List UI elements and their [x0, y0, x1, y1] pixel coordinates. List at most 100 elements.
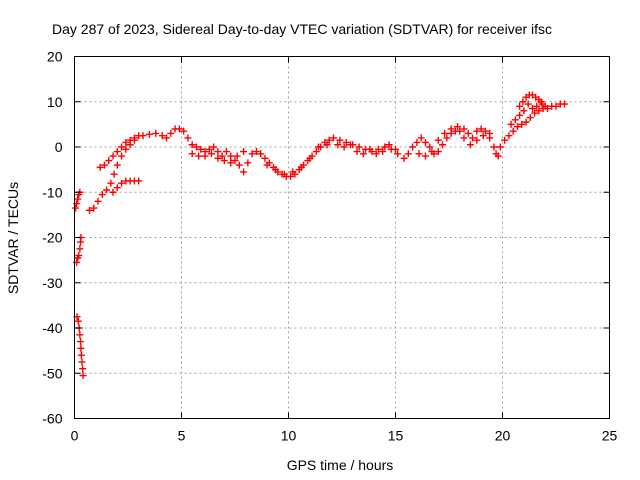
data-point-marker: [334, 141, 342, 149]
data-point-marker: [381, 143, 389, 151]
data-point-marker: [220, 157, 228, 165]
data-point-marker: [103, 186, 111, 194]
data-point-marker: [163, 134, 171, 142]
data-point-marker: [513, 123, 521, 131]
x-tick-label: 10: [281, 428, 297, 444]
x-tick-label: 15: [388, 428, 404, 444]
data-point-marker: [85, 206, 93, 214]
data-point-marker: [192, 143, 200, 151]
data-point-marker: [501, 136, 509, 144]
data-point-marker: [323, 141, 331, 149]
chart-title: Day 287 of 2023, Sidereal Day-to-day VTE…: [52, 21, 552, 37]
data-point-marker: [434, 136, 442, 144]
data-point-marker: [145, 130, 153, 138]
data-point-marker: [214, 148, 222, 156]
data-point-marker: [385, 141, 393, 149]
data-point-marker: [231, 157, 239, 165]
data-point-marker: [188, 141, 196, 149]
data-point-marker: [75, 252, 83, 260]
data-point-marker: [394, 150, 402, 158]
data-point-marker: [535, 107, 543, 115]
y-tick-label: 10: [47, 94, 63, 110]
data-point-marker: [175, 125, 183, 133]
y-tick-label: -20: [42, 230, 62, 246]
data-point-marker: [180, 127, 188, 135]
axis-ticks: 0 5 10 15 20 25 -60 -50 -40 -30 -20 -10 0 10 20: [42, 49, 617, 444]
data-point-marker: [473, 136, 481, 144]
data-point-marker: [404, 150, 412, 158]
data-point-marker: [76, 245, 84, 253]
data-point-marker: [359, 150, 367, 158]
data-point-marker: [72, 204, 80, 212]
data-point-marker: [122, 138, 130, 146]
data-point-marker: [439, 141, 447, 149]
data-point-marker: [240, 168, 248, 176]
data-point-marker: [531, 109, 539, 117]
data-point-marker: [130, 134, 138, 142]
data-point-marker: [355, 143, 363, 151]
data-point-marker: [94, 197, 102, 205]
data-point-marker: [244, 159, 252, 167]
data-point-marker: [409, 143, 417, 151]
data-point-marker: [379, 148, 387, 156]
data-point-marker: [158, 132, 166, 140]
data-point-marker: [413, 138, 421, 146]
data-point-marker: [477, 125, 485, 133]
data-point-marker: [126, 136, 134, 144]
data-point-marker: [421, 152, 429, 160]
data-point-marker: [118, 179, 126, 187]
data-point-marker: [218, 152, 226, 160]
data-point-marker: [139, 132, 147, 140]
x-tick-label: 5: [178, 428, 186, 444]
data-point-marker: [400, 154, 408, 162]
data-point-marker: [519, 98, 527, 106]
data-point-marker: [374, 145, 382, 153]
data-point-marker: [537, 98, 545, 106]
data-point-marker: [240, 148, 248, 156]
y-axis-title: SDTVAR / TECUs: [5, 182, 21, 294]
data-point-marker: [347, 141, 355, 149]
data-point-marker: [79, 365, 87, 373]
grid-lines: [74, 56, 610, 419]
data-point-marker: [227, 159, 235, 167]
data-point-marker: [118, 152, 126, 160]
data-point-marker: [507, 120, 515, 128]
data-point-marker: [520, 107, 528, 115]
data-point-marker: [441, 129, 449, 137]
data-point-marker: [90, 204, 98, 212]
data-point-marker: [516, 111, 524, 119]
data-point-marker: [456, 127, 464, 135]
data-point-marker: [528, 105, 536, 113]
data-point-marker: [522, 118, 530, 126]
data-point-marker: [526, 114, 534, 122]
data-point-marker: [210, 143, 218, 151]
data-point-marker: [227, 152, 235, 160]
data-point-marker: [100, 161, 108, 169]
data-point-marker: [417, 134, 425, 142]
data-point-marker: [109, 188, 117, 196]
y-tick-label: -60: [42, 411, 62, 427]
y-tick-label: -10: [42, 184, 62, 200]
data-point-marker: [197, 145, 205, 153]
data-point-marker: [505, 132, 513, 140]
data-point-marker: [79, 372, 87, 380]
data-point-marker: [336, 136, 344, 144]
data-point-marker: [76, 331, 84, 339]
data-point-marker: [113, 184, 121, 192]
data-point-marker: [113, 148, 121, 156]
data-point-marker: [415, 150, 423, 158]
data-point-marker: [447, 125, 455, 133]
data-point-marker: [492, 150, 500, 158]
data-point-marker: [428, 148, 436, 156]
data-point-marker: [113, 161, 121, 169]
data-point-marker: [469, 134, 477, 142]
x-axis-title: GPS time / hours: [287, 457, 394, 473]
data-point-marker: [466, 141, 474, 149]
data-point-marker: [353, 148, 361, 156]
data-point-marker: [235, 161, 243, 169]
data-point-marker: [392, 145, 399, 153]
data-point-marker: [426, 143, 434, 151]
data-point-marker: [325, 136, 333, 144]
x-tick-label: 25: [602, 428, 618, 444]
